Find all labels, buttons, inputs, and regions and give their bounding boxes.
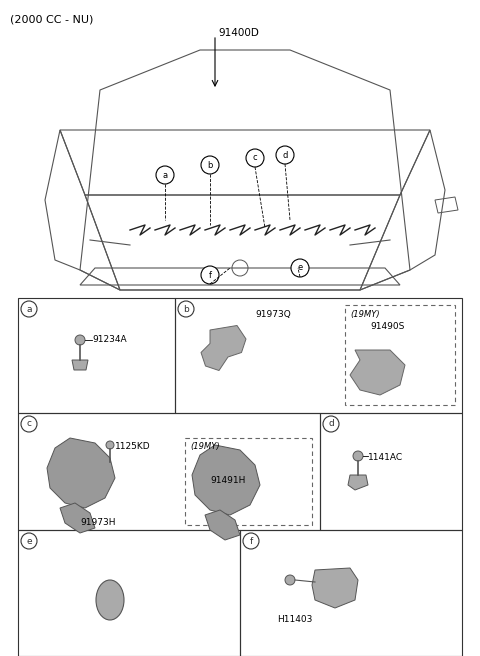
Circle shape	[21, 301, 37, 317]
Text: f: f	[208, 270, 212, 279]
Circle shape	[353, 451, 363, 461]
Text: 91400D: 91400D	[218, 28, 259, 38]
Text: d: d	[282, 150, 288, 159]
Circle shape	[276, 146, 294, 164]
Circle shape	[246, 149, 264, 167]
Circle shape	[201, 156, 219, 174]
Bar	[175, 298, 462, 413]
Text: d: d	[328, 419, 334, 428]
Text: 1141AC: 1141AC	[368, 453, 403, 462]
Bar	[240, 530, 462, 656]
Text: H11403: H11403	[277, 615, 312, 624]
Polygon shape	[312, 568, 358, 608]
Circle shape	[21, 416, 37, 432]
Text: a: a	[26, 304, 32, 314]
Bar	[18, 413, 320, 530]
Text: (2000 CC - NU): (2000 CC - NU)	[10, 14, 94, 24]
Circle shape	[243, 533, 259, 549]
Circle shape	[106, 441, 114, 449]
Ellipse shape	[96, 580, 124, 620]
Bar	[320, 413, 462, 530]
Polygon shape	[60, 503, 95, 533]
Polygon shape	[72, 360, 88, 370]
Polygon shape	[205, 510, 240, 540]
Polygon shape	[47, 438, 115, 508]
Text: c: c	[26, 419, 32, 428]
Polygon shape	[192, 445, 260, 515]
Text: e: e	[26, 537, 32, 546]
Text: f: f	[250, 537, 252, 546]
Circle shape	[75, 335, 85, 345]
Bar	[18, 530, 240, 656]
Polygon shape	[348, 475, 368, 490]
Text: e: e	[298, 264, 302, 272]
Circle shape	[285, 575, 295, 585]
Bar	[18, 298, 175, 413]
Circle shape	[178, 301, 194, 317]
Text: 91973Q: 91973Q	[255, 310, 291, 319]
Text: 1125KD: 1125KD	[115, 442, 151, 451]
Text: 91490S: 91490S	[370, 322, 404, 331]
Circle shape	[323, 416, 339, 432]
Text: c: c	[252, 154, 257, 163]
Polygon shape	[201, 325, 246, 371]
Text: 91491H: 91491H	[210, 476, 245, 485]
Circle shape	[156, 166, 174, 184]
Text: b: b	[207, 161, 213, 169]
Circle shape	[291, 259, 309, 277]
Text: 91234A: 91234A	[92, 335, 127, 344]
Text: (19MY): (19MY)	[350, 310, 380, 319]
Circle shape	[21, 533, 37, 549]
Text: (19MY): (19MY)	[190, 442, 220, 451]
Polygon shape	[350, 350, 405, 395]
Text: b: b	[183, 304, 189, 314]
Text: a: a	[162, 171, 168, 180]
Text: 91973H: 91973H	[80, 518, 116, 527]
Circle shape	[201, 266, 219, 284]
